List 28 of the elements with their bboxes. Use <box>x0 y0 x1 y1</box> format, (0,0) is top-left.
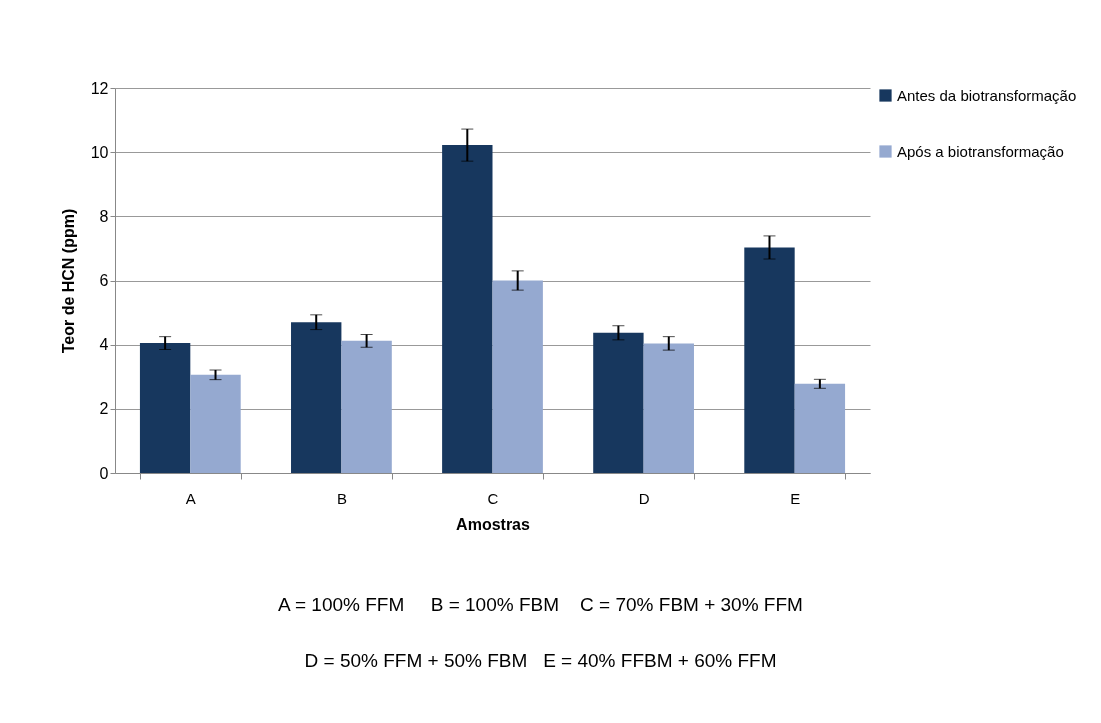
y-axis-title: Teor de HCN (ppm) <box>59 208 77 354</box>
y-tick-label: 0 <box>99 464 109 482</box>
y-tick-label: 4 <box>99 336 109 354</box>
bar <box>139 343 191 473</box>
bar <box>643 343 694 473</box>
x-axis-title: Amostras <box>456 515 530 533</box>
x-tick-label: B <box>336 489 347 507</box>
x-tick-label: D <box>638 489 650 507</box>
x-tick-label: E <box>790 489 801 507</box>
text: A = 100% FFM B = 100% FBM C = 70% FBM + 30% FFM <box>277 594 804 616</box>
bar <box>744 247 795 473</box>
bar <box>341 340 392 473</box>
y-tick-label: 2 <box>99 400 109 418</box>
text: D = 50% FFM + 50% FBM E = 40% FFBM + 60% FFM <box>303 650 778 672</box>
y-tick-label: 10 <box>90 143 109 161</box>
legend-label: Após a biotransformação <box>897 142 1064 160</box>
bar <box>794 383 846 473</box>
x-tick-label: C <box>487 489 499 507</box>
bar <box>190 374 241 473</box>
bar <box>492 280 543 473</box>
bar <box>442 145 493 473</box>
y-tick-label: 6 <box>99 272 109 289</box>
x-tick-label: A <box>185 489 196 507</box>
bar <box>291 322 342 473</box>
y-tick-label: 12 <box>90 79 109 97</box>
y-tick-label: 8 <box>99 207 109 225</box>
bar <box>593 332 644 473</box>
legend-label: Antes da biotransformação <box>897 86 1077 104</box>
